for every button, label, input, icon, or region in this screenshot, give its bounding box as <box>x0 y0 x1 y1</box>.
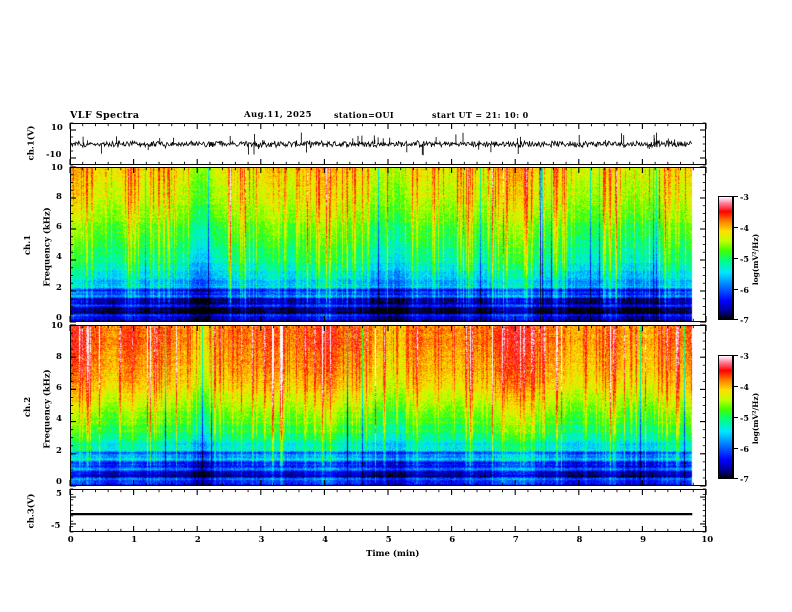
header-date: Aug.11, 2025 <box>244 110 312 120</box>
xtick-label-1: 1 <box>131 535 138 545</box>
ch1-freq-tick-0: 0 <box>56 313 62 323</box>
xtick-label-7: 7 <box>512 535 519 545</box>
colorbar-ch1-title: log(mV²/Hz) <box>751 233 761 286</box>
ch1-freq-tick-4: 4 <box>56 252 62 262</box>
ch3-ytick-5: 5 <box>56 489 62 499</box>
ch2-freq-tick-8: 8 <box>56 352 62 362</box>
xtick-label-9: 9 <box>640 535 647 545</box>
colorbar-ch2-title: log(mV²/Hz) <box>751 392 761 445</box>
colorbar-ch2-tick-3 <box>733 355 738 357</box>
colorbar-ch2-tick-5 <box>733 417 738 419</box>
ch2-freq-tick-10: 10 <box>51 321 63 331</box>
colorbar-ch1 <box>718 196 733 320</box>
panel-ch3-waveform <box>70 489 706 532</box>
ch1-ytick-10: 10 <box>51 123 63 133</box>
colorbar-ch2-tick-4 <box>733 386 738 388</box>
colorbar-ch1-tick-7 <box>733 319 738 321</box>
ch2-spectrogram-image <box>71 326 705 485</box>
colorbar-ch2-label-7: -7 <box>740 474 749 484</box>
colorbar-ch2-label-4: -4 <box>740 382 749 392</box>
ch1-spectrogram-label-top: ch.1 <box>23 234 34 256</box>
ch3-waveform-trace <box>71 513 693 516</box>
colorbar-ch1-label-3: -3 <box>740 192 749 202</box>
panel-ch2-spectrogram <box>70 325 706 486</box>
colorbar-ch1-tick-6 <box>733 289 738 291</box>
ch2-spectrogram-label-freq: Frequency (kHz) <box>42 369 53 449</box>
ch1-spectrogram-label-freq: Frequency (kHz) <box>42 207 53 287</box>
ch1-freq-tick-6: 6 <box>56 222 62 232</box>
colorbar-ch2-label-3: -3 <box>740 351 749 361</box>
ch2-freq-tick-0: 0 <box>56 477 62 487</box>
ch1-axis-label: ch.1(V) <box>26 125 37 161</box>
colorbar-ch2 <box>718 355 733 479</box>
ch1-freq-tick-8: 8 <box>56 192 62 202</box>
ch3-ytick-neg5: -5 <box>51 521 61 531</box>
ch1-waveform-trace <box>71 132 693 156</box>
colorbar-ch1-label-5: -5 <box>740 254 749 264</box>
ch2-freq-tick-6: 6 <box>56 383 62 393</box>
xtick-label-4: 4 <box>322 535 329 545</box>
colorbar-ch2-tick-7 <box>733 478 738 480</box>
colorbar-ch1-tick-5 <box>733 258 738 260</box>
xtick-label-10: 10 <box>701 535 714 545</box>
colorbar-ch2-tick-6 <box>733 448 738 450</box>
header-station: station=OUI <box>334 110 395 120</box>
panel-ch1-waveform <box>70 123 706 165</box>
ch3-axis-label: ch.3(V) <box>26 493 37 529</box>
panel-ch1-spectrogram <box>70 167 706 322</box>
colorbar-ch1-tick-3 <box>733 196 738 198</box>
colorbar-ch1-tick-4 <box>733 227 738 229</box>
ch1-freq-tick-2: 2 <box>56 283 62 293</box>
colorbar-ch1-gradient <box>719 197 732 319</box>
ch1-ytick-neg10: -10 <box>46 150 62 160</box>
xtick-label-5: 5 <box>385 535 392 545</box>
ch2-freq-tick-4: 4 <box>56 414 62 424</box>
colorbar-ch2-label-5: -5 <box>740 413 749 423</box>
xaxis-title: Time (min) <box>366 549 420 559</box>
ch1-freq-tick-10: 10 <box>51 163 63 173</box>
colorbar-ch2-gradient <box>719 356 732 478</box>
xtick-label-3: 3 <box>258 535 265 545</box>
xtick-label-2: 2 <box>194 535 201 545</box>
colorbar-ch1-label-4: -4 <box>740 223 749 233</box>
ch2-freq-tick-2: 2 <box>56 446 62 456</box>
colorbar-ch1-label-6: -6 <box>740 285 749 295</box>
colorbar-ch2-label-6: -6 <box>740 444 749 454</box>
xtick-label-8: 8 <box>576 535 583 545</box>
ch2-spectrogram-label-top: ch.2 <box>23 396 34 418</box>
colorbar-ch1-label-7: -7 <box>740 315 749 325</box>
header-start-ut: start UT = 21: 10: 0 <box>432 110 529 120</box>
xtick-label-6: 6 <box>449 535 456 545</box>
page-title: VLF Spectra <box>70 110 140 121</box>
ch1-spectrogram-image <box>71 168 705 321</box>
xtick-label-0: 0 <box>67 535 74 545</box>
